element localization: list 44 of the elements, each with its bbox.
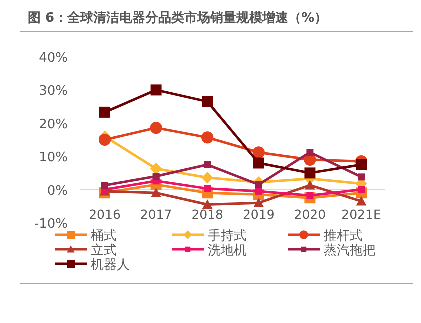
y-tick-label: -10% [34,217,68,232]
chart-title: 图 6：全球清洁电器分品类市场销量规模增速（%） [28,10,328,26]
point [305,180,316,190]
point [100,106,110,118]
point [358,174,365,181]
point [151,188,162,198]
point [356,159,367,170]
point [356,196,367,206]
x-tick-label: 2018 [192,206,224,222]
legend-label: 手持式 [208,229,247,244]
point [150,84,162,96]
point [102,182,108,189]
y-tick-label: 30% [39,84,68,100]
legend-label: 推杆式 [324,229,363,244]
point [98,134,112,146]
legend-label: 蒸汽拖把 [324,244,376,258]
legend-label: 立式 [91,242,117,258]
x-tick-label: 2020 [294,206,326,222]
legend-label: 桶式 [91,229,117,244]
point [202,96,214,108]
point [150,122,162,134]
y-tick-label: 40% [39,51,68,66]
y-tick-label: 10% [39,150,68,166]
point [204,161,212,168]
legend-label: 机器人 [91,258,130,273]
x-tick-label: 2017 [140,206,172,222]
point [253,158,264,169]
point [306,149,314,156]
point [252,146,265,159]
point [202,200,213,210]
point [255,181,262,188]
point [152,173,160,180]
point [254,198,264,208]
point [304,168,316,179]
x-tick-label: 2016 [89,206,121,222]
y-tick-label: 0% [47,184,68,199]
point [202,132,214,144]
x-tick-label: 2021E [342,206,382,222]
y-tick-label: 20% [39,117,68,132]
point [150,163,162,175]
point [202,172,214,184]
legend-label: 洗地机 [208,244,247,258]
x-tick-label: 2019 [242,206,275,222]
point [204,185,212,192]
